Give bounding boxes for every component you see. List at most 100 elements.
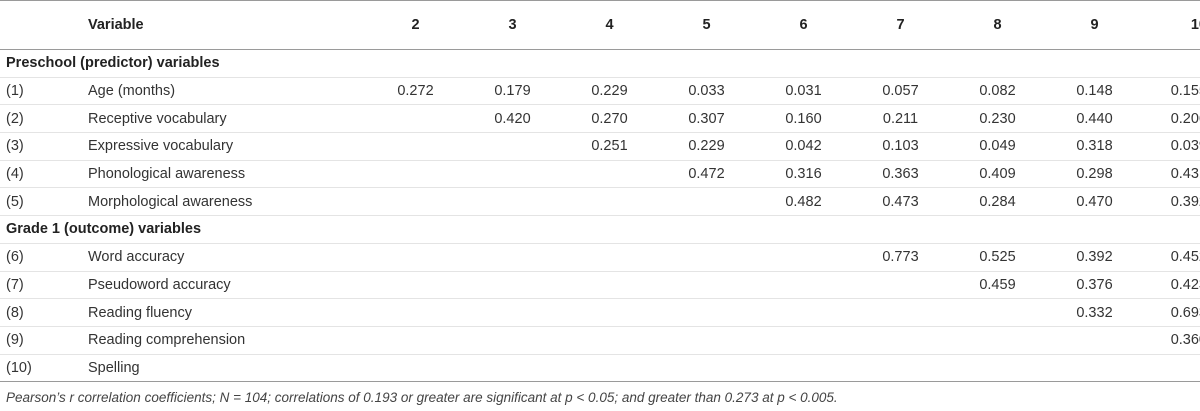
correlation-cell-col-10: 0.155 [1143,77,1200,106]
correlation-cell-col-10 [1143,354,1200,383]
correlation-cell-col-9: 0.470 [1046,187,1143,217]
correlation-cell-col-9: 0.440 [1046,104,1143,134]
correlation-cell-col-9: 0.148 [1046,77,1143,106]
header-column-9: 9 [1046,0,1143,50]
correlation-cell-col-4: 0.251 [561,132,658,161]
correlation-cell-col-3 [464,298,561,327]
row-variable-name: Word accuracy [80,243,367,272]
table-row: (3) Expressive vocabulary 0.251 0.229 0.042 0… [0,132,1200,161]
table-header: Variable 2345678910 [0,0,1200,50]
correlation-cell-col-3 [464,160,561,189]
header-column-5: 5 [658,0,755,50]
header-column-6: 6 [755,0,852,50]
section-title: Preschool (predictor) variables [0,49,1200,78]
correlation-cell-col-2 [367,326,464,355]
correlation-cell-col-2 [367,271,464,300]
section-header-row: Grade 1 (outcome) variables [0,215,1200,244]
header-empty-cell [0,0,80,50]
correlation-cell-col-3 [464,187,561,217]
correlation-cell-col-10: 0.693 [1143,298,1200,327]
correlation-cell-col-8: 0.525 [949,243,1046,272]
row-number: (1) [0,77,80,106]
correlation-cell-col-10: 0.431 [1143,160,1200,189]
correlation-cell-col-9: 0.298 [1046,160,1143,189]
correlation-cell-col-6 [755,298,852,327]
correlation-cell-col-7 [852,298,949,327]
correlation-cell-col-4 [561,354,658,383]
correlation-cell-col-3 [464,354,561,383]
correlation-cell-col-2 [367,104,464,134]
correlation-cell-col-4 [561,243,658,272]
correlation-cell-col-5 [658,326,755,355]
row-number: (6) [0,243,80,272]
section-title: Grade 1 (outcome) variables [0,215,1200,244]
correlation-cell-col-3: 0.420 [464,104,561,134]
correlation-cell-col-7: 0.473 [852,187,949,217]
row-number: (3) [0,132,80,161]
correlation-cell-col-8: 0.409 [949,160,1046,189]
correlation-cell-col-8 [949,298,1046,327]
correlation-cell-col-7: 0.211 [852,104,949,134]
header-column-4: 4 [561,0,658,50]
table-row: (2) Receptive vocabulary 0.420 0.270 0.307 0.… [0,104,1200,134]
header-row: Variable 2345678910 [0,0,1200,50]
correlation-cell-col-6 [755,354,852,383]
correlation-cell-col-2 [367,243,464,272]
correlation-cell-col-6: 0.042 [755,132,852,161]
correlation-cell-col-6: 0.160 [755,104,852,134]
correlation-cell-col-4 [561,271,658,300]
table-body: Preschool (predictor) variables (1) Age (m… [0,49,1200,383]
correlation-cell-col-5: 0.033 [658,77,755,106]
correlation-cell-col-3 [464,271,561,300]
correlation-cell-col-4: 0.270 [561,104,658,134]
correlation-cell-col-6: 0.316 [755,160,852,189]
row-number: (10) [0,354,80,383]
row-variable-name: Receptive vocabulary [80,104,367,134]
correlation-cell-col-2 [367,132,464,161]
row-variable-name: Expressive vocabulary [80,132,367,161]
correlation-cell-col-7: 0.103 [852,132,949,161]
correlation-cell-col-5 [658,187,755,217]
header-column-2: 2 [367,0,464,50]
correlation-cell-col-9: 0.332 [1046,298,1143,327]
row-variable-name: Pseudoword accuracy [80,271,367,300]
correlation-cell-col-5 [658,354,755,383]
correlation-cell-col-7 [852,326,949,355]
correlation-cell-col-6: 0.482 [755,187,852,217]
header-column-10: 10 [1143,0,1200,50]
row-number: (8) [0,298,80,327]
table-row: (5) Morphological awareness 0.482 0.473 0.28… [0,187,1200,217]
correlation-cell-col-8: 0.284 [949,187,1046,217]
correlation-cell-col-4: 0.229 [561,77,658,106]
correlation-cell-col-10: 0.206 [1143,104,1200,134]
correlation-cell-col-5: 0.307 [658,104,755,134]
section-header-row: Preschool (predictor) variables [0,49,1200,78]
correlation-cell-col-8: 0.459 [949,271,1046,300]
row-variable-name: Reading comprehension [80,326,367,355]
table-row: (1) Age (months) 0.272 0.179 0.229 0.033 0.031… [0,77,1200,106]
correlation-cell-col-10: 0.039 [1143,132,1200,161]
correlation-cell-col-7 [852,271,949,300]
row-variable-name: Phonological awareness [80,160,367,189]
correlation-cell-col-10: 0.423 [1143,271,1200,300]
correlation-cell-col-4 [561,298,658,327]
correlation-cell-col-2: 0.272 [367,77,464,106]
correlation-cell-col-5 [658,243,755,272]
table-footnote: Pearson’s r correlation coefficients; N … [6,390,838,406]
correlation-cell-col-10: 0.392 [1143,187,1200,217]
header-column-7: 7 [852,0,949,50]
correlation-cell-col-7: 0.363 [852,160,949,189]
correlation-cell-col-8: 0.082 [949,77,1046,106]
row-number: (9) [0,326,80,355]
header-column-3: 3 [464,0,561,50]
correlation-cell-col-3 [464,132,561,161]
correlation-cell-col-4 [561,160,658,189]
correlation-cell-col-7 [852,354,949,383]
correlation-cell-col-5: 0.472 [658,160,755,189]
correlation-table: Variable 2345678910 Preschool (predictor… [0,0,1200,383]
correlation-cell-col-3 [464,243,561,272]
row-variable-name: Reading fluency [80,298,367,327]
